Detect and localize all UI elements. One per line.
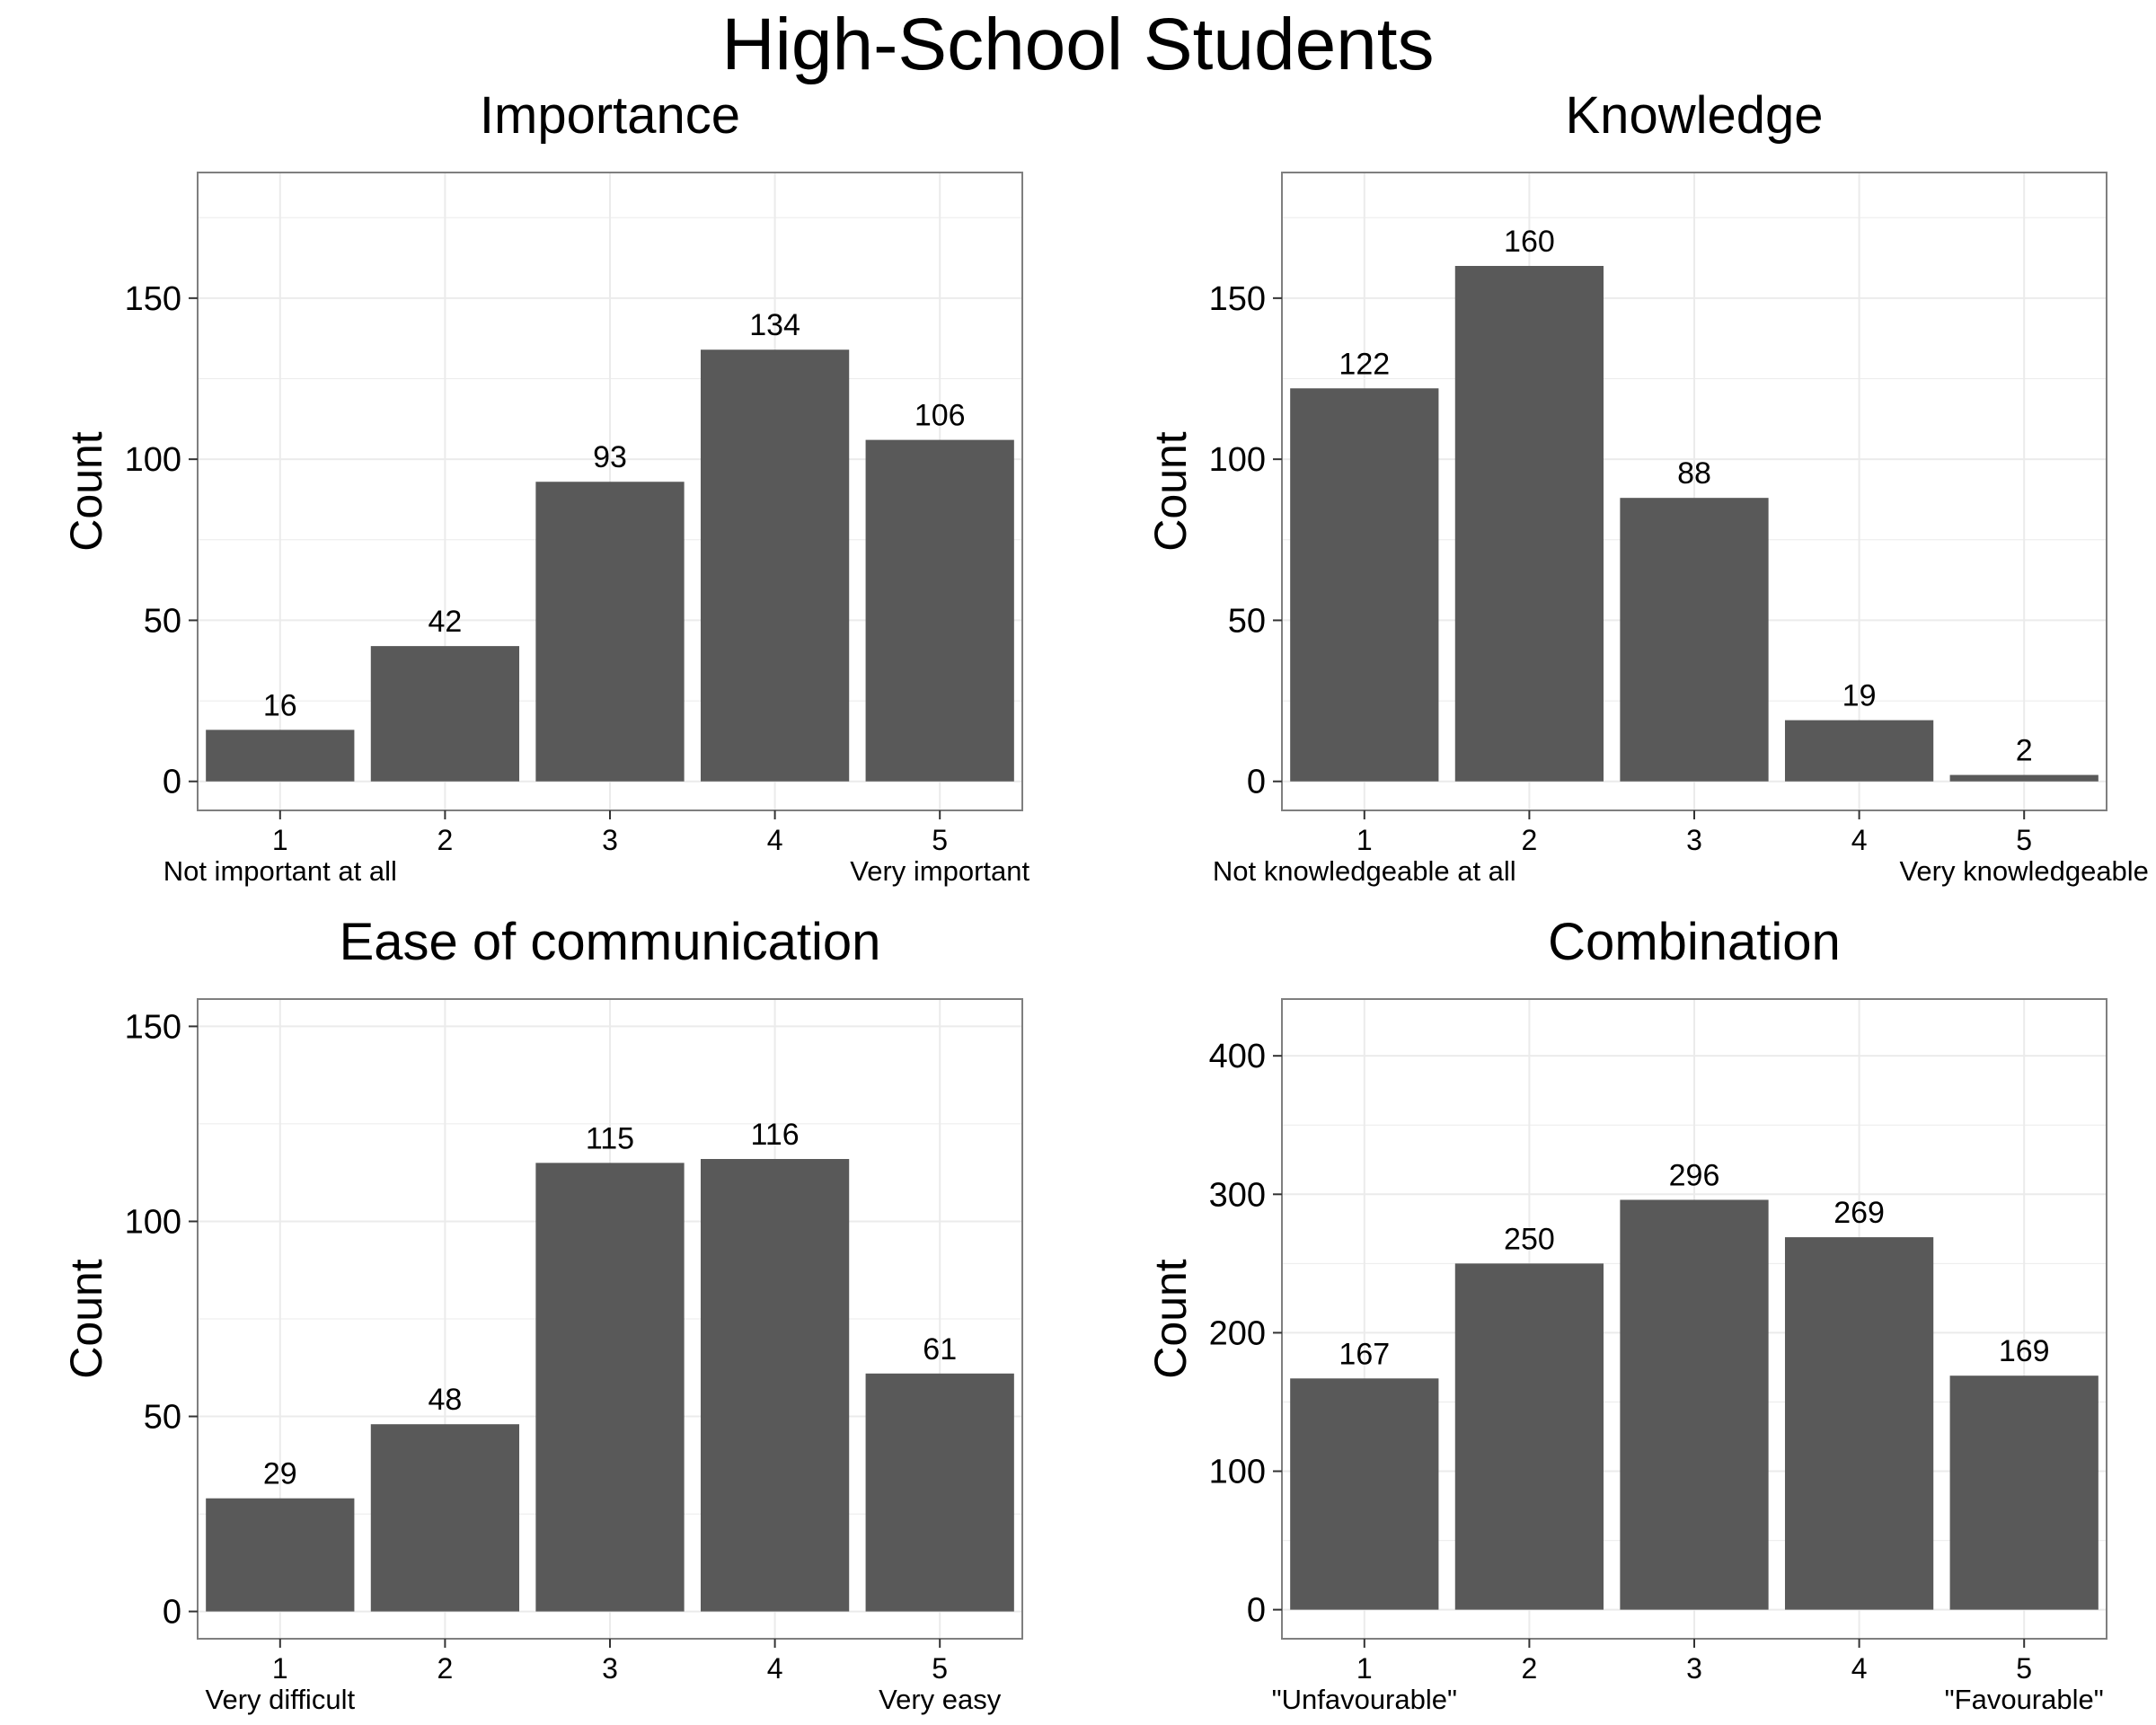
y-tick-label: 0: [1247, 764, 1266, 801]
bar-2: [1454, 1263, 1604, 1610]
y-tick-label: 50: [144, 602, 181, 640]
data-label: 160: [1504, 225, 1555, 259]
bar-5: [865, 1373, 1014, 1612]
bar-2: [370, 1424, 520, 1612]
y-tick-label: 150: [125, 280, 181, 318]
y-axis-title: Count: [1145, 1259, 1196, 1379]
data-label: 106: [915, 399, 966, 433]
bar-3: [535, 482, 685, 782]
data-label: 19: [1842, 679, 1877, 713]
x-tick-label: 5: [2016, 1652, 2032, 1685]
data-label: 134: [749, 308, 800, 342]
bar-3: [1620, 1199, 1769, 1610]
bar-5: [865, 439, 1014, 782]
data-label: 116: [750, 1118, 799, 1152]
x-tick-label: 5: [932, 824, 948, 856]
data-label: 88: [1677, 456, 1711, 491]
panel-title: Combination: [1548, 913, 1841, 971]
page-title: High-School Students: [721, 4, 1435, 85]
data-label: 61: [923, 1332, 957, 1367]
data-label: 2: [2016, 734, 2033, 768]
y-tick-label: 50: [144, 1399, 181, 1437]
y-tick-label: 100: [125, 1203, 181, 1241]
x-tick-label: 4: [767, 824, 783, 856]
bar-4: [700, 1159, 850, 1612]
x-tick-label: 3: [602, 1652, 618, 1685]
bar-2: [370, 646, 520, 782]
y-tick-label: 100: [1209, 1454, 1266, 1491]
y-tick-label: 0: [163, 764, 181, 801]
y-tick-label: 400: [1209, 1038, 1266, 1075]
data-label: 48: [428, 1383, 462, 1417]
x-tick-label: 5: [932, 1652, 948, 1685]
data-label: 269: [1833, 1196, 1885, 1230]
data-label: 29: [263, 1457, 297, 1491]
bar-3: [1620, 498, 1769, 782]
x-tick-label: 1: [272, 1652, 288, 1685]
scale-high-label: "Favourable": [1945, 1684, 2104, 1715]
y-tick-label: 0: [163, 1594, 181, 1632]
bar-4: [1784, 1237, 1934, 1610]
panel-title: Ease of communication: [340, 913, 881, 971]
scale-high-label: Very important: [850, 855, 1029, 887]
x-tick-label: 2: [1522, 1652, 1538, 1685]
y-tick-label: 150: [125, 1008, 181, 1046]
bar-3: [535, 1163, 685, 1612]
y-tick-label: 100: [1209, 441, 1266, 479]
x-tick-label: 5: [2016, 824, 2032, 856]
bar-2: [1454, 265, 1604, 782]
x-tick-label: 1: [1356, 824, 1373, 856]
y-axis-title: Count: [61, 1259, 111, 1379]
data-label: 16: [263, 688, 297, 722]
y-tick-label: 300: [1209, 1176, 1266, 1214]
data-label: 122: [1339, 347, 1390, 381]
x-tick-label: 2: [437, 1652, 454, 1685]
data-label: 115: [586, 1121, 634, 1155]
y-tick-label: 150: [1209, 280, 1266, 318]
x-tick-label: 4: [1851, 824, 1868, 856]
y-tick-label: 100: [125, 441, 181, 479]
x-tick-label: 2: [1522, 824, 1538, 856]
scale-low-label: "Unfavourable": [1272, 1684, 1457, 1715]
bar-4: [700, 349, 850, 782]
bar-1: [1290, 388, 1439, 782]
y-tick-label: 0: [1247, 1592, 1266, 1630]
x-tick-label: 1: [272, 824, 288, 856]
x-tick-label: 3: [1686, 824, 1702, 856]
scale-low-label: Not knowledgeable at all: [1213, 855, 1516, 887]
scale-low-label: Not important at all: [163, 855, 397, 887]
x-tick-label: 4: [1851, 1652, 1868, 1685]
x-tick-label: 4: [767, 1652, 783, 1685]
x-tick-label: 3: [602, 824, 618, 856]
bar-1: [1290, 1378, 1439, 1610]
x-tick-label: 3: [1686, 1652, 1702, 1685]
bar-5: [1949, 774, 2099, 782]
x-tick-label: 2: [437, 824, 454, 856]
bar-5: [1949, 1376, 2099, 1610]
y-tick-label: 200: [1209, 1314, 1266, 1352]
y-tick-label: 50: [1228, 602, 1266, 640]
y-axis-title: Count: [1145, 431, 1196, 552]
scale-high-label: Very knowledgeable: [1899, 855, 2148, 887]
bar-4: [1784, 720, 1934, 782]
data-label: 250: [1504, 1222, 1555, 1256]
x-tick-label: 1: [1356, 1652, 1373, 1685]
data-label: 167: [1339, 1337, 1390, 1371]
scale-high-label: Very easy: [879, 1684, 1002, 1715]
panel-title: Knowledge: [1566, 86, 1824, 145]
y-axis-title: Count: [61, 431, 111, 552]
scale-low-label: Very difficult: [206, 1684, 356, 1715]
data-label: 169: [1999, 1334, 2050, 1368]
bar-1: [206, 1498, 355, 1612]
bar-1: [206, 730, 355, 782]
data-label: 93: [593, 440, 627, 474]
data-label: 42: [428, 605, 462, 639]
data-label: 296: [1669, 1158, 1720, 1192]
panel-title: Importance: [480, 86, 740, 145]
